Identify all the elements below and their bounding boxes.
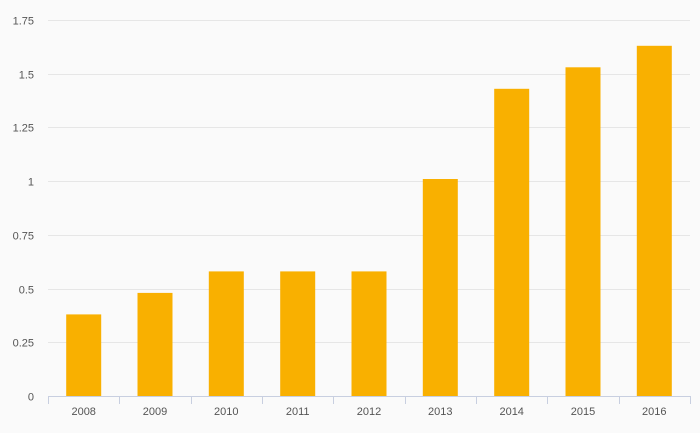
bar-2010 <box>208 271 244 396</box>
bar-2009 <box>137 292 173 396</box>
x-tick-label: 2016 <box>642 406 666 418</box>
y-axis-tick-labels: 0 0.25 0.5 0.75 1 1.25 1.5 1.75 <box>13 16 34 404</box>
y-tick-label: 0 <box>28 392 34 404</box>
y-tick-label: 1 <box>28 177 34 189</box>
bar-2012 <box>351 271 387 396</box>
x-tick-label: 2008 <box>71 406 95 418</box>
bar-2016 <box>636 45 672 397</box>
bar-2014 <box>494 88 530 397</box>
x-tick-label: 2012 <box>357 406 381 418</box>
y-tick-label: 1.5 <box>19 70 34 82</box>
x-axis <box>48 396 691 404</box>
bar-2015 <box>565 67 601 397</box>
x-tick-label: 2015 <box>571 406 595 418</box>
bar-2008 <box>66 314 102 396</box>
bar-2013 <box>422 179 458 396</box>
x-tick-label: 2014 <box>499 406 523 418</box>
bars <box>66 45 672 397</box>
x-axis-tick-labels: 2008 2009 2010 2011 2012 2013 2014 2015 2016 <box>71 406 666 418</box>
bar-2011 <box>280 271 316 396</box>
x-tick-label: 2010 <box>214 406 238 418</box>
y-tick-label: 1.25 <box>13 123 34 135</box>
x-tick-label: 2009 <box>143 406 167 418</box>
y-tick-label: 0.75 <box>13 231 34 243</box>
y-tick-label: 1.75 <box>13 16 34 28</box>
y-tick-label: 0.25 <box>13 338 34 350</box>
x-tick-label: 2013 <box>428 406 452 418</box>
y-tick-label: 0.5 <box>19 285 34 297</box>
x-tick-label: 2011 <box>286 406 310 418</box>
